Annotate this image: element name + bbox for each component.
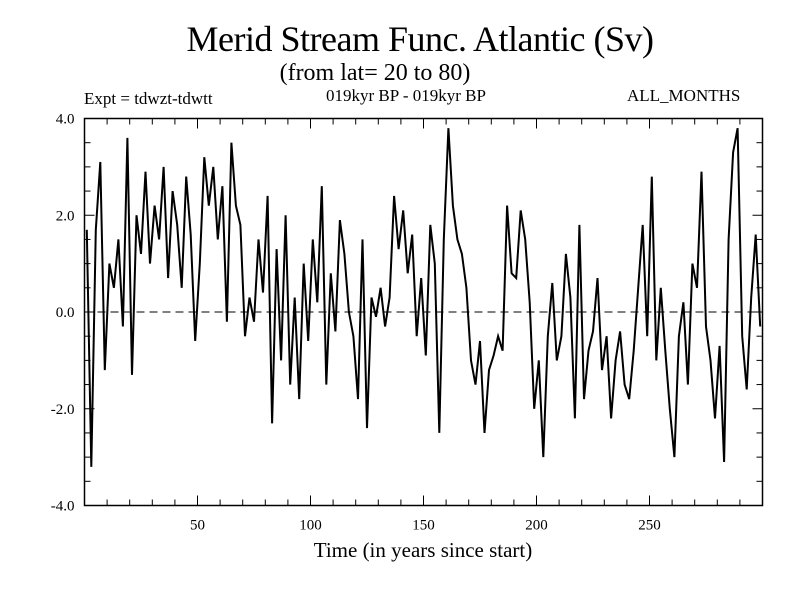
y-tick-label: 2.0	[56, 208, 75, 224]
months-label: ALL_MONTHS	[627, 86, 741, 105]
x-tick-label: 200	[525, 518, 548, 534]
series-line	[85, 128, 762, 467]
experiment-label: Expt = tdwzt-tdwtt	[84, 89, 213, 108]
y-tick-label: 4.0	[56, 112, 75, 128]
x-tick-label: 100	[299, 518, 322, 534]
x-tick-label: 250	[638, 518, 661, 534]
chart-title: Merid Stream Func. Atlantic (Sv)	[186, 19, 654, 59]
period-label: 019kyr BP - 019kyr BP	[326, 86, 486, 105]
y-tick-label: -2.0	[51, 402, 75, 418]
x-axis-label: Time (in years since start)	[313, 538, 533, 562]
y-tick-label: 0.0	[56, 305, 75, 321]
y-tick-label: -4.0	[51, 499, 75, 515]
x-tick-label: 50	[190, 518, 205, 534]
chart-subtitle: (from lat= 20 to 80)	[279, 60, 471, 86]
x-tick-label: 150	[412, 518, 435, 534]
